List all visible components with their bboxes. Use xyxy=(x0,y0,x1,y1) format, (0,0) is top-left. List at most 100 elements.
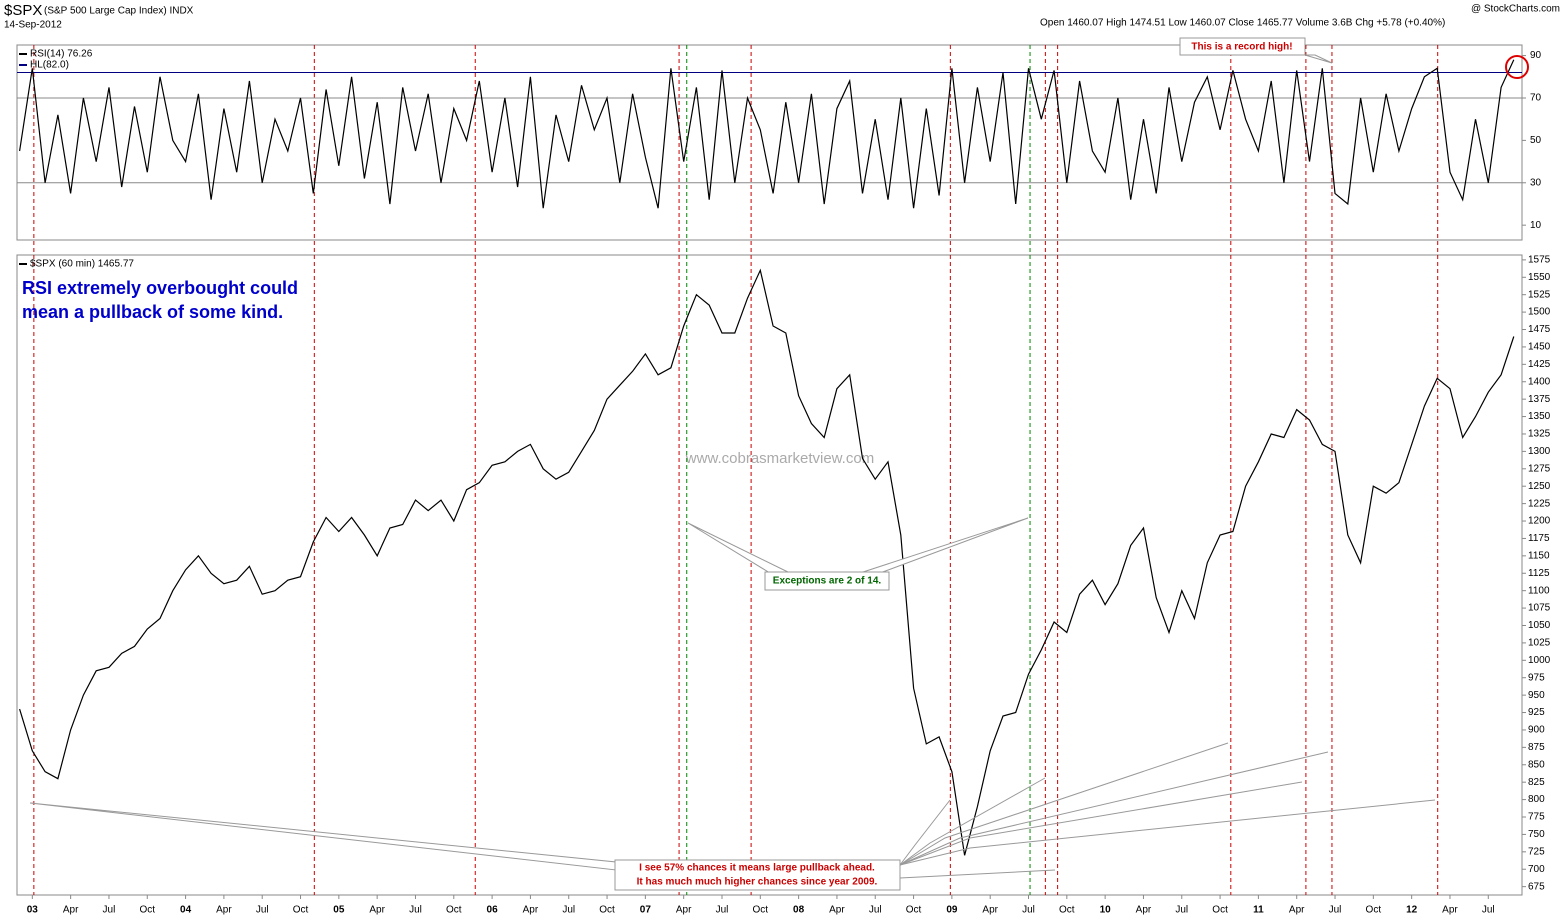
x-tick-label: Jul xyxy=(103,905,116,916)
y-tick-label: 1000 xyxy=(1528,655,1551,666)
x-tick-label: Apr xyxy=(1289,905,1305,916)
x-tick-label: Apr xyxy=(369,905,385,916)
x-tick-label: 04 xyxy=(180,905,192,916)
series-line xyxy=(19,268,1515,856)
x-tick-label: Jul xyxy=(256,905,269,916)
y-tick-label: 1450 xyxy=(1528,342,1551,353)
pointer xyxy=(899,869,1056,879)
y-tick-label: 900 xyxy=(1528,725,1545,736)
y-tick-label: 850 xyxy=(1528,759,1545,770)
y-tick-label: 800 xyxy=(1528,794,1545,805)
y-tick-label: 1525 xyxy=(1528,289,1551,300)
legend-label: HL(82.0) xyxy=(30,60,69,71)
x-tick-label: 07 xyxy=(640,905,652,916)
x-tick-label: Jul xyxy=(1022,905,1035,916)
y-tick-label: 1325 xyxy=(1528,429,1551,440)
pointer xyxy=(899,799,951,866)
x-tick-label: Apr xyxy=(1442,905,1458,916)
date: 14-Sep-2012 xyxy=(4,20,62,31)
watermark: www.cobrasmarketview.com xyxy=(685,450,874,467)
y-tick-label: 1475 xyxy=(1528,324,1551,335)
y-tick-label: 10 xyxy=(1530,220,1542,231)
x-tick-label: Apr xyxy=(63,905,79,916)
quote: Open 1460.07 High 1474.51 Low 1460.07 Cl… xyxy=(1040,18,1445,29)
series-line xyxy=(19,59,1515,209)
x-tick-label: Jul xyxy=(1482,905,1495,916)
legend-label: $SPX (60 min) 1465.77 xyxy=(30,259,134,270)
chances-note: I see 57% chances it means large pullbac… xyxy=(639,863,875,874)
highlight-circle xyxy=(1505,55,1529,79)
pointer xyxy=(899,777,1046,866)
x-tick-label: Apr xyxy=(216,905,232,916)
x-tick-label: Jul xyxy=(562,905,575,916)
x-tick-label: Oct xyxy=(906,905,922,916)
y-tick-label: 750 xyxy=(1528,829,1545,840)
x-tick-label: Apr xyxy=(523,905,539,916)
main-note: mean a pullback of some kind. xyxy=(22,302,283,322)
rsi-panel xyxy=(16,44,1523,241)
signals xyxy=(33,45,1439,895)
y-tick-label: 975 xyxy=(1528,672,1545,683)
chances-box xyxy=(614,859,901,891)
y-tick-label: 1225 xyxy=(1528,498,1551,509)
exceptions-box xyxy=(764,571,890,591)
y-tick-label: 1375 xyxy=(1528,394,1551,405)
x-tick-label: 10 xyxy=(1100,905,1112,916)
x-tick-label: Jul xyxy=(869,905,882,916)
x-tick-label: 05 xyxy=(333,905,345,916)
x-tick-label: Jul xyxy=(1329,905,1342,916)
y-tick-label: 725 xyxy=(1528,846,1545,857)
y-tick-label: 1500 xyxy=(1528,307,1551,318)
y-tick-label: 1150 xyxy=(1528,550,1550,561)
x-tick-label: Oct xyxy=(1059,905,1075,916)
y-tick-label: 1175 xyxy=(1528,533,1550,544)
x-tick-label: Apr xyxy=(829,905,845,916)
y-tick-label: 675 xyxy=(1528,881,1545,892)
record-note: This is a record high! xyxy=(1191,42,1292,53)
x-tick-label: Oct xyxy=(139,905,155,916)
source: @ StockCharts.com xyxy=(1471,4,1560,15)
symbol: $SPX xyxy=(4,2,42,19)
x-tick-label: Oct xyxy=(1366,905,1382,916)
x-tick-label: 11 xyxy=(1253,905,1264,916)
callouts xyxy=(29,37,1436,891)
y-tick-label: 1125 xyxy=(1528,568,1550,579)
x-tick-label: 03 xyxy=(27,905,39,916)
y-tick-label: 90 xyxy=(1530,50,1542,61)
x-tick-label: Jul xyxy=(1175,905,1188,916)
y-tick-label: 775 xyxy=(1528,812,1545,823)
price-panel xyxy=(16,254,1523,896)
pointer xyxy=(899,799,1436,866)
x-tick-label: Jul xyxy=(409,905,422,916)
y-tick-label: 1200 xyxy=(1528,516,1551,527)
symbol-name: (S&P 500 Large Cap Index) INDX xyxy=(44,6,194,17)
x-tick-label: Jul xyxy=(716,905,729,916)
y-tick-label: 875 xyxy=(1528,742,1545,753)
x-tick-label: Oct xyxy=(599,905,615,916)
pointer xyxy=(899,781,1303,866)
x-tick-label: Oct xyxy=(293,905,309,916)
y-tick-label: 1275 xyxy=(1528,463,1551,474)
y-tick-label: 1050 xyxy=(1528,620,1551,631)
pointer xyxy=(1304,54,1333,64)
y-tick-label: 1575 xyxy=(1528,255,1551,266)
y-tick-label: 700 xyxy=(1528,864,1545,875)
y-tick-label: 925 xyxy=(1528,707,1545,718)
x-tick-label: Oct xyxy=(1212,905,1228,916)
y-tick-label: 1400 xyxy=(1528,376,1551,387)
record-box xyxy=(1179,37,1306,56)
y-tick-label: 50 xyxy=(1530,135,1542,146)
y-tick-label: 70 xyxy=(1530,93,1542,104)
x-tick-label: 12 xyxy=(1406,905,1418,916)
y-tick-label: 825 xyxy=(1528,777,1545,788)
exceptions-note: Exceptions are 2 of 14. xyxy=(773,576,882,587)
legend-label: RSI(14) 76.26 xyxy=(30,49,93,60)
x-tick-label: 06 xyxy=(487,905,499,916)
y-tick-label: 1350 xyxy=(1528,411,1551,422)
x-tick-label: Apr xyxy=(676,905,692,916)
pointer xyxy=(899,742,1229,866)
x-tick-label: Apr xyxy=(1136,905,1152,916)
